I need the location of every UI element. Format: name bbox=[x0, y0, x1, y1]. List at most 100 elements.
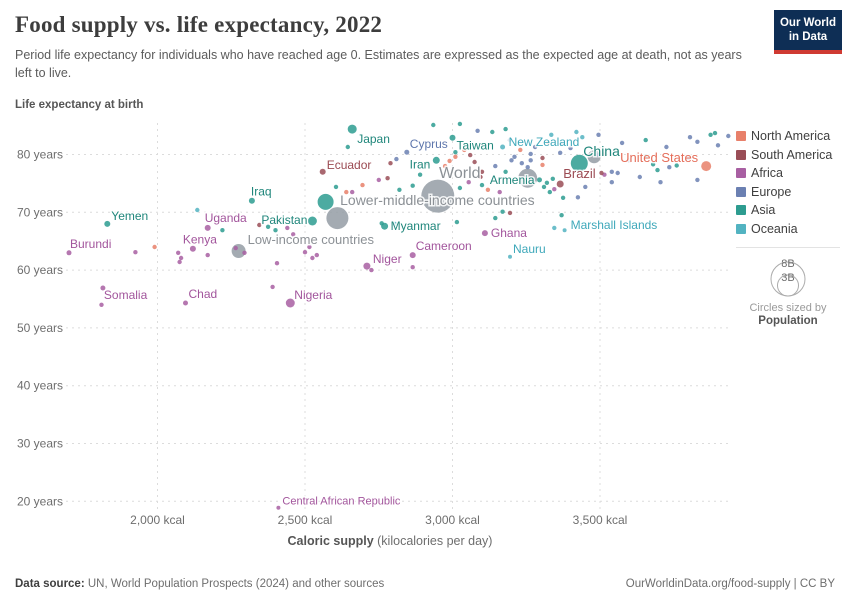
data-point-kenya[interactable] bbox=[189, 245, 196, 252]
data-point-iraq[interactable] bbox=[248, 197, 255, 204]
data-point-south-america[interactable] bbox=[478, 174, 483, 180]
data-point-north-america[interactable] bbox=[447, 158, 452, 164]
legend-item-europe[interactable]: Europe bbox=[736, 183, 844, 202]
data-point-oceania[interactable] bbox=[195, 207, 200, 213]
data-point-asia[interactable] bbox=[503, 126, 508, 132]
data-point-africa[interactable] bbox=[178, 255, 184, 261]
data-point-africa[interactable] bbox=[233, 245, 238, 251]
data-point-asia[interactable] bbox=[655, 167, 660, 173]
data-point-south-america[interactable] bbox=[507, 210, 513, 216]
data-point-africa[interactable] bbox=[291, 232, 296, 237]
data-point-pakistan[interactable] bbox=[307, 216, 317, 226]
data-point-europe[interactable] bbox=[519, 161, 524, 166]
data-point-asia[interactable] bbox=[550, 176, 555, 181]
data-point-cyprus[interactable] bbox=[404, 149, 410, 155]
data-point-north-america[interactable] bbox=[442, 163, 448, 169]
data-point-africa[interactable] bbox=[350, 189, 355, 195]
legend-item-africa[interactable]: Africa bbox=[736, 164, 844, 183]
data-point-world[interactable] bbox=[518, 168, 538, 188]
data-point-europe[interactable] bbox=[609, 180, 614, 185]
data-point-marshall-islands[interactable] bbox=[562, 228, 567, 233]
data-point-north-america[interactable] bbox=[462, 147, 467, 153]
data-point-niger[interactable] bbox=[363, 262, 371, 270]
data-point-asia[interactable] bbox=[431, 122, 436, 128]
data-point-asia[interactable] bbox=[425, 161, 430, 166]
data-point-cameroon[interactable] bbox=[409, 252, 416, 259]
data-point-europe[interactable] bbox=[695, 139, 700, 144]
data-point-south-america[interactable] bbox=[468, 152, 473, 158]
data-point-uganda[interactable] bbox=[204, 224, 211, 231]
data-point-oceania[interactable] bbox=[574, 129, 579, 135]
data-point-world[interactable] bbox=[421, 179, 455, 213]
data-point-south-america[interactable] bbox=[257, 222, 262, 228]
data-point-north-america[interactable] bbox=[485, 187, 491, 192]
data-point-africa[interactable] bbox=[310, 255, 315, 261]
data-point-europe[interactable] bbox=[664, 144, 669, 150]
legend-item-oceania[interactable]: Oceania bbox=[736, 220, 844, 239]
data-point-burundi[interactable] bbox=[66, 250, 72, 256]
data-point-europe[interactable] bbox=[558, 150, 563, 155]
data-point-europe[interactable] bbox=[596, 132, 601, 137]
data-point-ecuador[interactable] bbox=[319, 168, 326, 175]
data-point-north-america[interactable] bbox=[360, 182, 365, 188]
data-point-asia[interactable] bbox=[547, 189, 552, 195]
data-point-north-america[interactable] bbox=[453, 154, 458, 159]
data-point-north-america[interactable] bbox=[518, 147, 523, 153]
data-point-south-america[interactable] bbox=[479, 169, 485, 174]
data-point-china[interactable] bbox=[570, 154, 588, 172]
data-point-africa[interactable] bbox=[466, 180, 471, 185]
data-point-africa[interactable] bbox=[133, 250, 138, 255]
data-point-south-america[interactable] bbox=[385, 176, 390, 181]
data-point-europe[interactable] bbox=[559, 141, 564, 147]
data-point-nigeria[interactable] bbox=[285, 298, 295, 308]
data-point-armenia[interactable] bbox=[537, 177, 542, 183]
data-point-lower-middle-income-countries[interactable] bbox=[326, 207, 349, 230]
data-point-asia[interactable] bbox=[317, 193, 334, 210]
data-point-europe[interactable] bbox=[695, 177, 700, 183]
data-point-europe[interactable] bbox=[686, 155, 691, 161]
data-point-asia[interactable] bbox=[544, 180, 550, 185]
data-point-oceania[interactable] bbox=[580, 135, 585, 140]
data-point-ghana[interactable] bbox=[481, 230, 488, 237]
data-point-north-america[interactable] bbox=[344, 189, 349, 195]
data-point-asia[interactable] bbox=[457, 121, 463, 127]
data-point-africa[interactable] bbox=[285, 225, 290, 231]
data-point-europe[interactable] bbox=[509, 158, 514, 163]
data-point-africa[interactable] bbox=[205, 252, 210, 258]
data-point-africa[interactable] bbox=[274, 261, 280, 266]
data-point-asia[interactable] bbox=[560, 195, 566, 200]
data-point-asia[interactable] bbox=[650, 162, 656, 167]
data-point-africa[interactable] bbox=[307, 244, 312, 250]
data-point-north-america[interactable] bbox=[546, 140, 551, 146]
data-point-europe[interactable] bbox=[658, 180, 663, 185]
data-point-asia[interactable] bbox=[712, 130, 718, 136]
data-point-asia[interactable] bbox=[333, 184, 339, 190]
data-point-africa[interactable] bbox=[270, 284, 275, 290]
legend-item-north-america[interactable]: North America bbox=[736, 127, 844, 146]
data-point-africa[interactable] bbox=[99, 302, 104, 307]
data-point-europe[interactable] bbox=[532, 144, 538, 150]
data-point-europe[interactable] bbox=[507, 137, 513, 143]
data-point-new-zealand[interactable] bbox=[500, 144, 506, 150]
data-point-africa[interactable] bbox=[552, 187, 557, 192]
data-point-europe[interactable] bbox=[568, 145, 573, 151]
data-point-asia[interactable] bbox=[265, 224, 271, 229]
data-point-somalia[interactable] bbox=[100, 285, 106, 291]
data-point-africa[interactable] bbox=[410, 265, 415, 270]
data-point-asia[interactable] bbox=[379, 221, 384, 226]
data-point-asia[interactable] bbox=[453, 150, 458, 155]
data-point-asia[interactable] bbox=[345, 144, 350, 150]
data-point-asia[interactable] bbox=[708, 132, 713, 137]
data-point-europe[interactable] bbox=[575, 195, 581, 200]
data-point-europe[interactable] bbox=[615, 170, 620, 176]
owid-logo[interactable]: Our World in Data bbox=[774, 10, 842, 54]
data-point-iran[interactable] bbox=[432, 156, 440, 164]
data-point-asia[interactable] bbox=[457, 185, 463, 191]
data-point-europe[interactable] bbox=[596, 152, 601, 158]
data-point-europe[interactable] bbox=[528, 151, 533, 157]
data-point-oceania[interactable] bbox=[552, 225, 557, 231]
data-point-europe[interactable] bbox=[493, 163, 498, 169]
data-point-south-america[interactable] bbox=[472, 159, 477, 165]
data-point-africa[interactable] bbox=[369, 267, 374, 273]
data-point-asia[interactable] bbox=[273, 228, 278, 233]
